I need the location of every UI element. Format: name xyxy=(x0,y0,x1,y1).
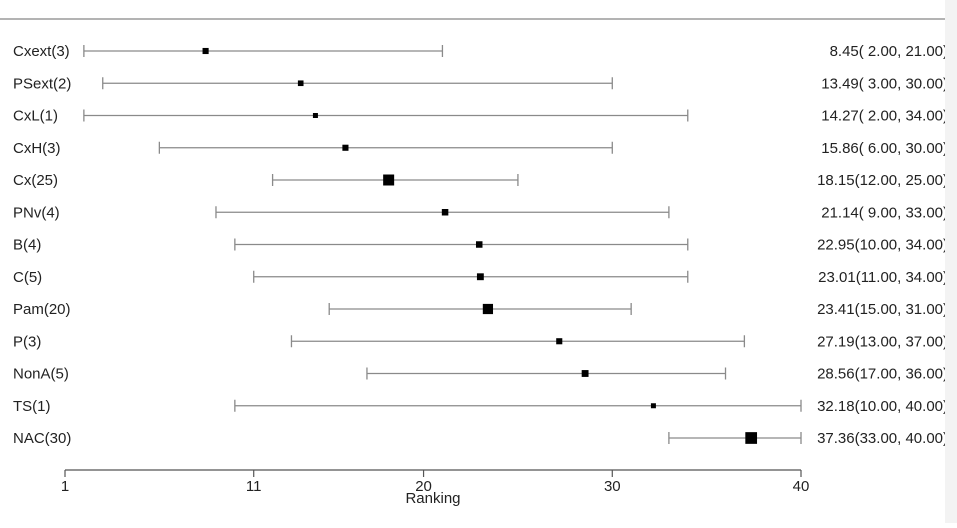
forest-row: NonA(5) 28.56(17.00, 36.00) xyxy=(13,366,948,383)
row-label: Cx(25) xyxy=(13,172,58,189)
row-label: Cxext(3) xyxy=(13,43,70,60)
row-label: CxH(3) xyxy=(13,140,61,157)
row-label: CxL(1) xyxy=(13,108,58,125)
forest-row: PSext(2) 13.49( 3.00, 30.00) xyxy=(13,75,948,92)
forest-row: CxH(3) 15.86( 6.00, 30.00) xyxy=(13,140,948,157)
point-estimate-marker xyxy=(383,174,395,186)
point-estimate-marker xyxy=(342,144,349,151)
point-estimate-marker xyxy=(476,273,484,281)
row-value-text: 23.41(15.00, 31.00) xyxy=(817,301,948,318)
row-value-text: 13.49( 3.00, 30.00) xyxy=(821,75,948,92)
forest-row: Cxext(3) 8.45( 2.00, 21.00) xyxy=(13,43,948,60)
row-value-text: 21.14( 9.00, 33.00) xyxy=(821,204,948,221)
x-tick-label: 20 xyxy=(415,478,432,495)
row-value-text: 23.01(11.00, 34.00) xyxy=(818,269,948,286)
row-label: TS(1) xyxy=(13,398,51,415)
row-label: PNv(4) xyxy=(13,204,60,221)
point-estimate-marker xyxy=(745,432,758,444)
forest-row: TS(1) 32.18(10.00, 40.00) xyxy=(13,398,948,415)
x-tick-label: 40 xyxy=(793,478,810,495)
row-value-text: 15.86( 6.00, 30.00) xyxy=(821,140,948,157)
row-label: C(5) xyxy=(13,269,42,286)
row-label: P(3) xyxy=(13,333,41,350)
x-tick-label: 30 xyxy=(604,478,621,495)
point-estimate-marker xyxy=(650,403,656,409)
x-tick-label: 11 xyxy=(246,478,262,495)
row-value-text: 32.18(10.00, 40.00) xyxy=(817,398,948,415)
row-value-text: 14.27( 2.00, 34.00) xyxy=(821,108,948,125)
row-label: NonA(5) xyxy=(13,366,69,383)
point-estimate-marker xyxy=(297,80,304,87)
row-value-text: 18.15(12.00, 25.00) xyxy=(817,172,948,189)
row-value-text: 22.95(10.00, 34.00) xyxy=(817,237,948,254)
rows-layer: Cxext(3) 8.45( 2.00, 21.00) PSext(2) 13.49(… xyxy=(13,43,948,447)
forest-row: NAC(30) 37.36(33.00, 40.00) xyxy=(13,430,948,447)
forest-row: PNv(4) 21.14( 9.00, 33.00) xyxy=(13,204,948,221)
point-estimate-marker xyxy=(475,241,483,248)
row-value-text: 8.45( 2.00, 21.00) xyxy=(830,43,948,60)
point-estimate-marker xyxy=(581,370,589,377)
x-axis-label: Ranking xyxy=(405,490,460,507)
point-estimate-marker xyxy=(202,47,209,55)
row-label: NAC(30) xyxy=(13,430,71,447)
x-tick-label: 1 xyxy=(61,478,69,495)
right-edge-shade xyxy=(945,0,957,523)
forest-row: Pam(20) 23.41(15.00, 31.00) xyxy=(13,301,948,318)
row-value-text: 28.56(17.00, 36.00) xyxy=(817,366,948,383)
forest-row: B(4) 22.95(10.00, 34.00) xyxy=(13,237,948,254)
forest-row: Cx(25) 18.15(12.00, 25.00) xyxy=(13,172,948,189)
point-estimate-marker xyxy=(482,303,494,315)
point-estimate-marker xyxy=(312,113,318,118)
point-estimate-marker xyxy=(441,209,449,216)
row-label: B(4) xyxy=(13,237,41,254)
row-value-text: 37.36(33.00, 40.00) xyxy=(817,430,948,447)
forest-row: CxL(1) 14.27( 2.00, 34.00) xyxy=(13,108,948,125)
forest-row: C(5) 23.01(11.00, 34.00) xyxy=(13,269,948,286)
forest-row: P(3) 27.19(13.00, 37.00) xyxy=(13,333,948,350)
row-label: Pam(20) xyxy=(13,301,71,318)
row-label: PSext(2) xyxy=(13,75,71,92)
x-axis: 1 11 20 30 40 xyxy=(61,469,810,495)
point-estimate-marker xyxy=(556,338,563,345)
row-value-text: 27.19(13.00, 37.00) xyxy=(817,333,948,350)
